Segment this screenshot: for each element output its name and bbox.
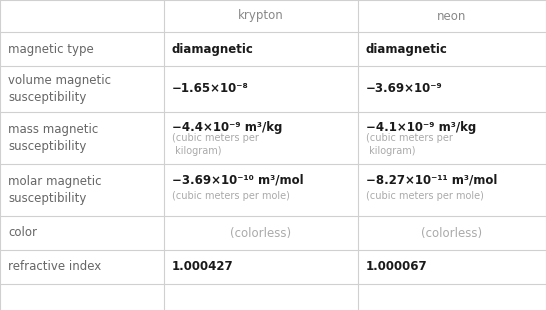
Text: (colorless): (colorless) [422, 227, 482, 240]
Text: (colorless): (colorless) [230, 227, 291, 240]
Text: −8.27×10⁻¹¹ m³/mol: −8.27×10⁻¹¹ m³/mol [366, 173, 497, 186]
Text: diamagnetic: diamagnetic [366, 42, 448, 55]
Text: 1.000427: 1.000427 [172, 260, 234, 273]
Text: −4.4×10⁻⁹ m³/kg: −4.4×10⁻⁹ m³/kg [172, 121, 282, 134]
Text: mass magnetic
susceptibility: mass magnetic susceptibility [8, 123, 98, 153]
Text: 1.000067: 1.000067 [366, 260, 428, 273]
Text: neon: neon [437, 10, 466, 23]
Text: −3.69×10⁻⁹: −3.69×10⁻⁹ [366, 82, 442, 95]
Text: krypton: krypton [238, 10, 283, 23]
Text: (cubic meters per
 kilogram): (cubic meters per kilogram) [172, 133, 259, 156]
Text: −1.65×10⁻⁸: −1.65×10⁻⁸ [172, 82, 248, 95]
Text: −4.1×10⁻⁹ m³/kg: −4.1×10⁻⁹ m³/kg [366, 121, 476, 134]
Text: −3.69×10⁻¹⁰ m³/mol: −3.69×10⁻¹⁰ m³/mol [172, 173, 304, 186]
Text: (cubic meters per mole): (cubic meters per mole) [366, 191, 484, 201]
Text: molar magnetic
susceptibility: molar magnetic susceptibility [8, 175, 102, 205]
Text: (cubic meters per
 kilogram): (cubic meters per kilogram) [366, 133, 453, 156]
Text: diamagnetic: diamagnetic [172, 42, 254, 55]
Text: color: color [8, 227, 37, 240]
Text: refractive index: refractive index [8, 260, 101, 273]
Text: (cubic meters per mole): (cubic meters per mole) [172, 191, 290, 201]
Text: volume magnetic
susceptibility: volume magnetic susceptibility [8, 74, 111, 104]
Text: magnetic type: magnetic type [8, 42, 94, 55]
